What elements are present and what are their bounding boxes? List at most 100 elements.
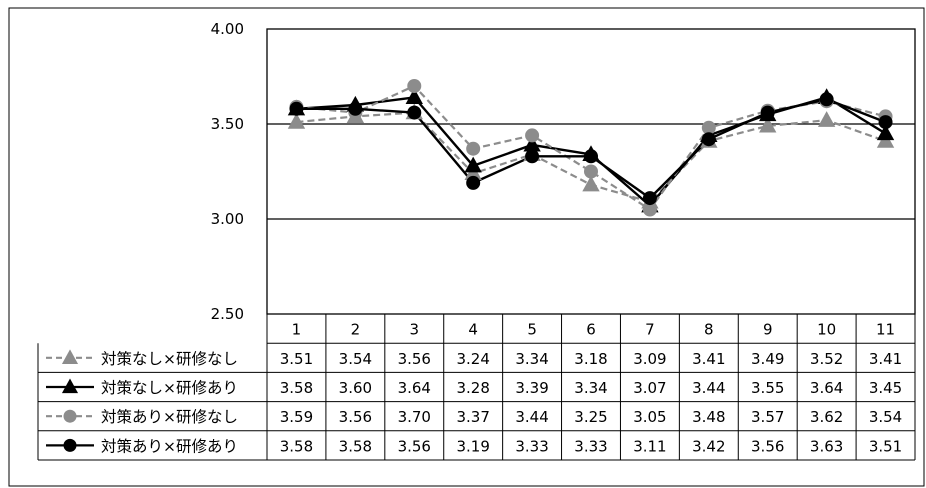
data-value-label: 3.64 xyxy=(810,379,843,397)
marker-triangle xyxy=(817,111,836,127)
series-markers xyxy=(287,79,895,217)
data-value-label: 3.49 xyxy=(751,350,784,368)
data-value-label: 3.54 xyxy=(339,350,372,368)
x-category-label: 6 xyxy=(586,321,596,339)
marker-circle xyxy=(584,164,598,179)
data-value-label: 3.56 xyxy=(398,437,431,455)
data-value-label: 3.64 xyxy=(398,379,431,397)
y-tick-label: 2.50 xyxy=(211,305,244,323)
x-category-label: 3 xyxy=(409,321,419,339)
data-value-label: 3.28 xyxy=(456,379,489,397)
grid-lines xyxy=(267,123,915,220)
data-value-label: 3.05 xyxy=(633,408,666,426)
marker-circle xyxy=(642,202,657,217)
marker-circle xyxy=(525,128,540,143)
marker-circle xyxy=(642,191,657,206)
marker-triangle xyxy=(61,349,79,364)
data-value-label: 3.48 xyxy=(692,408,725,426)
data-value-label: 3.44 xyxy=(692,379,725,397)
marker-circle xyxy=(466,175,481,190)
data-value-label: 3.07 xyxy=(633,379,666,397)
x-category-label: 10 xyxy=(817,321,836,339)
y-tick-label: 3.50 xyxy=(211,115,244,133)
marker-circle xyxy=(63,438,77,452)
data-value-label: 3.44 xyxy=(515,408,548,426)
data-value-label: 3.58 xyxy=(280,379,313,397)
data-value-label: 3.57 xyxy=(751,408,784,426)
data-value-label: 3.51 xyxy=(280,350,313,368)
marker-circle xyxy=(63,409,77,423)
legend-series-name: 対策なし×研修あり xyxy=(101,379,238,397)
chart-frame xyxy=(8,7,925,487)
data-value-label: 3.33 xyxy=(574,437,607,455)
x-category-label: 5 xyxy=(527,321,537,339)
series-line-3 xyxy=(296,84,886,211)
data-value-label: 3.41 xyxy=(692,350,725,368)
marker-circle xyxy=(348,101,363,116)
plot-area-border xyxy=(266,28,916,315)
data-value-label: 3.58 xyxy=(339,437,372,455)
data-value-label: 3.51 xyxy=(869,437,902,455)
marker-circle xyxy=(878,115,893,130)
chart-area-border xyxy=(8,7,925,487)
marker-triangle xyxy=(464,156,482,173)
x-category-label: 8 xyxy=(704,321,714,339)
data-value-label: 3.56 xyxy=(751,437,784,455)
data-value-label: 3.63 xyxy=(810,437,843,455)
data-value-label: 3.37 xyxy=(456,408,489,426)
y-tick-label: 3.00 xyxy=(211,210,244,228)
data-value-label: 3.54 xyxy=(869,408,902,426)
marker-triangle xyxy=(61,378,79,394)
x-category-label: 4 xyxy=(468,321,478,339)
marker-circle xyxy=(407,105,422,120)
data-value-label: 3.41 xyxy=(869,350,902,368)
data-value-label: 3.59 xyxy=(280,408,313,426)
x-category-label: 1 xyxy=(292,321,302,339)
marker-circle xyxy=(819,92,834,107)
data-value-label: 3.52 xyxy=(810,350,843,368)
marker-triangle xyxy=(582,175,600,192)
marker-circle xyxy=(701,132,716,147)
marker-triangle xyxy=(523,135,541,152)
data-table: 1 2 3 4 5 6 7 8 9 10 11 対策なし×研修なし 3.51 3.54 3.56 3.24 3.… xyxy=(37,314,916,461)
marker-circle xyxy=(525,149,540,164)
data-value-label: 3.55 xyxy=(751,379,784,397)
x-category-label: 11 xyxy=(876,321,895,339)
x-category-label: 9 xyxy=(763,321,773,339)
data-value-label: 3.24 xyxy=(456,350,489,368)
data-value-label: 3.25 xyxy=(574,408,607,426)
legend-series-name: 対策なし×研修なし xyxy=(101,350,238,368)
y-axis: 2.50 3.00 3.50 4.00 xyxy=(211,20,244,323)
data-value-label: 3.60 xyxy=(339,379,372,397)
data-value-label: 3.56 xyxy=(339,408,372,426)
marker-triangle xyxy=(287,112,306,129)
data-value-label: 3.09 xyxy=(633,350,666,368)
data-value-label: 3.19 xyxy=(456,437,489,455)
legend-series-name: 対策あり×研修あり xyxy=(101,437,238,455)
data-value-label: 3.39 xyxy=(515,379,548,397)
marker-circle xyxy=(466,141,481,156)
data-value-label: 3.11 xyxy=(633,437,666,455)
marker-triangle xyxy=(405,88,423,105)
data-value-label: 3.70 xyxy=(398,408,431,426)
data-value-label: 3.62 xyxy=(810,408,843,426)
y-tick-label: 4.00 xyxy=(211,20,244,38)
marker-circle xyxy=(289,101,304,116)
marker-circle xyxy=(584,149,598,164)
data-value-label: 3.18 xyxy=(574,350,607,368)
data-value-label: 3.34 xyxy=(515,350,548,368)
marker-circle xyxy=(701,120,716,135)
marker-circle xyxy=(760,105,775,120)
data-value-label: 3.42 xyxy=(692,437,725,455)
data-value-label: 3.34 xyxy=(574,379,607,397)
x-category-label: 7 xyxy=(645,321,655,339)
marker-triangle xyxy=(759,116,777,133)
marker-circle xyxy=(407,79,422,93)
marker-triangle xyxy=(876,124,895,141)
legend-series-name: 対策あり×研修なし xyxy=(101,408,238,426)
data-value-label: 3.56 xyxy=(398,350,431,368)
data-value-label: 3.58 xyxy=(280,437,313,455)
data-value-label: 3.33 xyxy=(515,437,548,455)
data-value-label: 3.45 xyxy=(869,379,902,397)
